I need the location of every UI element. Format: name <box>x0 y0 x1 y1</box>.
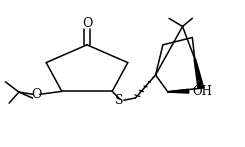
Text: S: S <box>115 94 124 107</box>
Polygon shape <box>194 59 204 88</box>
Text: O: O <box>82 17 92 30</box>
Text: OH: OH <box>192 85 212 98</box>
Polygon shape <box>168 89 189 93</box>
Text: O: O <box>31 88 42 101</box>
